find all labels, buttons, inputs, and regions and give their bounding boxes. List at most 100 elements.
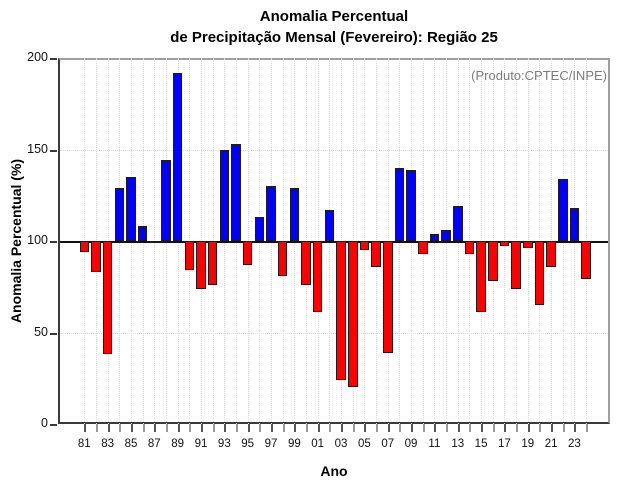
x-axis-tick <box>294 424 297 432</box>
chart-title-line2: de Precipitação Mensal (Fevereiro): Regi… <box>170 29 498 46</box>
bar-2012 <box>441 230 451 241</box>
x-axis-tick-label: 07 <box>381 438 395 450</box>
bar-1997 <box>266 186 276 241</box>
x-axis-tick <box>387 424 390 432</box>
x-axis-tick-label: 15 <box>474 438 488 450</box>
bar-2017 <box>499 241 510 247</box>
x-axis-tick <box>177 424 180 432</box>
bar-2001 <box>312 241 323 313</box>
y-axis-tick <box>50 149 57 152</box>
bar-2023 <box>569 208 580 241</box>
x-axis-label: Ano <box>320 463 348 479</box>
x-axis-tick <box>399 424 402 432</box>
bar-2011 <box>429 233 440 241</box>
x-axis-tick-label: 19 <box>521 438 535 450</box>
x-axis-tick <box>551 424 554 432</box>
x-axis-tick <box>142 424 145 432</box>
x-axis-tick <box>224 424 227 432</box>
x-axis-tick <box>434 424 437 432</box>
bar-1990 <box>184 241 195 271</box>
chart-title: Anomalia Percentual de Precipitação Mens… <box>58 6 610 48</box>
bar-2022 <box>557 178 568 241</box>
x-axis-tick <box>422 424 425 432</box>
x-axis-tick-label: 11 <box>428 438 441 450</box>
x-axis-tick <box>352 424 355 432</box>
y-axis-tick-label: 100 <box>27 233 48 247</box>
bar-2002 <box>324 209 335 241</box>
x-axis-tick-label: 93 <box>217 438 231 450</box>
x-axis-tick <box>154 424 157 432</box>
source-annotation: (Produto:CPTEC/INPE) <box>471 68 607 83</box>
bar-2006 <box>371 241 381 267</box>
x-axis-tick-label: 85 <box>124 438 138 450</box>
bar-1991 <box>196 241 206 289</box>
x-axis-tick <box>586 424 589 432</box>
x-axis-tick <box>411 424 414 432</box>
bar-1984 <box>114 187 125 241</box>
x-axis-tick <box>247 424 250 432</box>
bar-2009 <box>406 169 416 241</box>
bar-2007 <box>382 241 393 353</box>
bar-2010 <box>417 241 428 254</box>
y-axis-tick-label: 50 <box>34 324 48 339</box>
chart-title-line1: Anomalia Percentual <box>259 8 409 25</box>
x-axis-tick-label: 83 <box>101 438 115 450</box>
x-axis-tick <box>165 424 168 432</box>
bar-1981 <box>79 241 90 252</box>
x-axis-tick-label: 89 <box>171 438 185 450</box>
x-axis-tick <box>84 424 87 432</box>
bar-1999 <box>289 187 300 241</box>
bar-2024 <box>581 241 591 280</box>
gridline-horizontal <box>60 332 608 334</box>
x-axis-tick <box>492 424 495 432</box>
x-axis-tick <box>282 424 285 432</box>
x-axis-tick <box>562 424 565 432</box>
y-axis-tick-label: 150 <box>27 141 48 156</box>
x-axis-tick <box>516 424 519 432</box>
y-axis-tick <box>50 241 57 243</box>
x-axis-tick <box>341 424 344 432</box>
bar-1983 <box>102 241 113 355</box>
bar-2015 <box>476 241 486 313</box>
x-axis-tick-label: 17 <box>498 438 511 450</box>
bar-1993 <box>219 149 230 241</box>
x-axis-tick-label: 97 <box>264 438 278 450</box>
x-axis-tick-label: 81 <box>77 438 91 450</box>
x-axis-tick <box>212 424 215 432</box>
x-axis-tick <box>201 424 203 432</box>
x-axis-tick-label: 03 <box>334 438 348 450</box>
x-axis-tick <box>481 424 484 432</box>
x-axis-tick <box>317 424 320 432</box>
y-axis-tick <box>50 58 57 60</box>
x-axis-tick <box>107 424 110 432</box>
bar-1988 <box>161 160 171 241</box>
x-axis-tick-label: 13 <box>451 438 465 450</box>
bar-2014 <box>464 241 475 254</box>
x-axis-tick-label: 99 <box>287 438 301 450</box>
bar-2021 <box>546 241 556 267</box>
plot-area <box>58 58 610 424</box>
x-axis-tick-label: 01 <box>311 438 325 450</box>
bar-2000 <box>301 241 311 285</box>
bar-2018 <box>511 241 521 289</box>
x-axis-tick <box>306 424 309 432</box>
bar-2019 <box>522 241 533 249</box>
x-axis-tick <box>189 424 192 432</box>
baseline-100 <box>60 241 608 243</box>
bar-2013 <box>452 206 463 241</box>
bar-1986 <box>137 226 148 241</box>
x-axis-tick <box>119 424 122 432</box>
x-axis-tick <box>329 424 332 432</box>
x-axis-tick <box>364 424 367 432</box>
bar-2016 <box>487 241 498 282</box>
x-axis-tick <box>259 424 262 432</box>
bar-2005 <box>359 241 370 251</box>
bar-1998 <box>277 241 288 276</box>
y-axis-tick <box>50 332 57 335</box>
x-axis-tick <box>574 424 577 432</box>
x-axis-tick-label: 05 <box>357 438 371 450</box>
y-axis-tick <box>50 424 57 426</box>
x-axis-tick <box>236 424 238 432</box>
x-axis-tick-label: 91 <box>194 438 208 450</box>
